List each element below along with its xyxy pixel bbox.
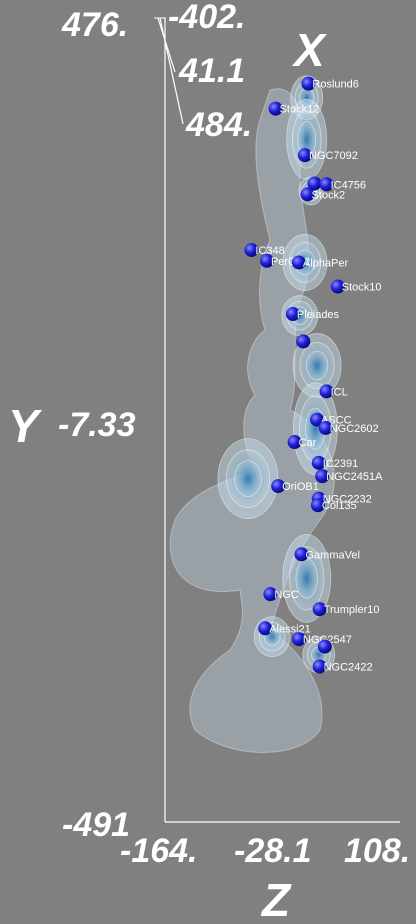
axis-titles: X Y Z bbox=[8, 24, 327, 924]
cluster-label: Stock10 bbox=[342, 282, 382, 294]
cluster-label: Stock12 bbox=[280, 104, 320, 116]
x-axis-title: X bbox=[291, 24, 327, 76]
density-contour bbox=[295, 558, 318, 599]
cluster-point-group: OriOB1 bbox=[271, 479, 319, 494]
cluster-label: NGC7092 bbox=[309, 150, 358, 162]
cluster-point-group: NGC7092 bbox=[297, 148, 358, 163]
cluster-point bbox=[271, 479, 286, 494]
cluster-point bbox=[259, 253, 274, 268]
axes bbox=[154, 17, 400, 823]
cluster-label: Stock2 bbox=[312, 189, 346, 201]
cluster-point bbox=[301, 76, 316, 91]
cluster-label: OriOB1 bbox=[282, 481, 319, 493]
cluster-label: ICL bbox=[331, 386, 348, 398]
y-axis-title: Y bbox=[8, 400, 43, 452]
cluster-label: NGC2232 bbox=[323, 494, 372, 506]
cluster-point bbox=[291, 632, 306, 647]
density-region-1 bbox=[290, 75, 324, 121]
cluster-point bbox=[318, 420, 333, 435]
cluster-point bbox=[307, 176, 322, 191]
z-tick-0: -164. bbox=[120, 832, 198, 870]
density-contour bbox=[234, 460, 262, 498]
tick-labels: 476. -402. 41.1 484. -7.33 -491 -164. -2… bbox=[58, 0, 410, 870]
cluster-label: GammaVel bbox=[306, 549, 360, 561]
cluster-label: Pleiades bbox=[297, 309, 340, 321]
cluster-point bbox=[311, 455, 326, 470]
cluster-label: IC2391 bbox=[323, 458, 358, 470]
density-region-8 bbox=[217, 438, 279, 520]
cluster-point-group bbox=[307, 176, 322, 191]
x-tick-0: -402. bbox=[168, 0, 246, 36]
cluster-point bbox=[330, 279, 345, 294]
cluster-point-group: NGC2451A bbox=[315, 469, 383, 484]
cluster-label: NGC bbox=[274, 589, 299, 601]
x-axis-line-2 bbox=[159, 17, 184, 125]
cluster-label: IC4756 bbox=[331, 179, 366, 191]
cluster-label: NGC2602 bbox=[330, 423, 379, 435]
cluster-point bbox=[258, 621, 273, 636]
density-region-2 bbox=[286, 98, 328, 180]
cluster-point-group: IC4756 bbox=[319, 177, 366, 192]
cluster-point-group bbox=[296, 334, 311, 349]
density-contour bbox=[305, 350, 329, 381]
cluster-point bbox=[268, 101, 283, 116]
cluster-point bbox=[291, 255, 306, 270]
cluster-point-group: Car bbox=[287, 435, 317, 450]
cluster-point-group: Stock10 bbox=[330, 279, 382, 294]
cluster-point-group: GammaVel bbox=[294, 547, 360, 562]
cluster-label: Col135 bbox=[322, 500, 357, 512]
cluster-label: Roslund6 bbox=[312, 79, 358, 91]
density-region-7 bbox=[292, 382, 338, 476]
cluster-point-group: NGC bbox=[263, 587, 299, 602]
y-tick-bottom: -491 bbox=[62, 806, 130, 844]
cluster-point-group: Stock2 bbox=[300, 187, 346, 202]
cluster-point bbox=[312, 602, 327, 617]
cluster-point bbox=[319, 384, 334, 399]
cluster-point bbox=[285, 306, 300, 321]
cluster-point bbox=[297, 148, 312, 163]
cluster-point-group: NGC2422 bbox=[312, 659, 373, 674]
z-tick-2: 108. bbox=[344, 832, 410, 870]
cluster-label: Car bbox=[299, 437, 317, 449]
cluster-point-group: Stock12 bbox=[268, 101, 320, 116]
cluster-point bbox=[315, 469, 330, 484]
cluster-label: IC348 bbox=[255, 245, 284, 257]
x-axis-line-1 bbox=[157, 17, 176, 73]
z-tick-1: -28.1 bbox=[234, 832, 312, 870]
cluster-point-group: Roslund6 bbox=[301, 76, 359, 91]
cluster-point bbox=[312, 659, 327, 674]
y-tick-top: 476. bbox=[61, 6, 128, 44]
density-region-6 bbox=[292, 333, 342, 398]
cluster-label: Trumpler10 bbox=[324, 604, 380, 616]
cluster-point bbox=[294, 547, 309, 562]
cluster-point bbox=[300, 187, 315, 202]
x-tick-1: 41.1 bbox=[178, 52, 245, 90]
cluster-point bbox=[319, 177, 334, 192]
cluster-point-group: ICL bbox=[319, 384, 348, 399]
cluster-label: NGC2422 bbox=[324, 662, 373, 674]
cluster-point bbox=[310, 412, 325, 427]
z-axis-title: Z bbox=[260, 874, 292, 924]
cluster-point bbox=[287, 435, 302, 450]
cluster-point-group: IC2391 bbox=[311, 455, 358, 470]
cluster-point-group: Col135 bbox=[310, 498, 357, 513]
cluster-point-group: NGC2602 bbox=[318, 420, 379, 435]
cluster-point bbox=[263, 587, 278, 602]
cluster-point bbox=[317, 639, 332, 654]
density-region-9 bbox=[282, 533, 332, 623]
cluster-label: AlphaPer bbox=[303, 257, 349, 269]
cluster-point-group: Trumpler10 bbox=[312, 602, 380, 617]
cluster-point-group: IC348 bbox=[244, 242, 285, 257]
cluster-point-group: AlphaPer bbox=[291, 255, 349, 270]
cluster-point bbox=[310, 498, 325, 513]
cluster-point-group: Pleiades bbox=[285, 306, 340, 321]
y-tick-mid: -7.33 bbox=[58, 406, 136, 444]
cluster-point-group bbox=[317, 639, 332, 654]
x-tick-2: 484. bbox=[185, 106, 252, 144]
cluster-point bbox=[244, 242, 259, 257]
cluster-point bbox=[296, 334, 311, 349]
cluster-label: NGC2451A bbox=[326, 471, 383, 483]
